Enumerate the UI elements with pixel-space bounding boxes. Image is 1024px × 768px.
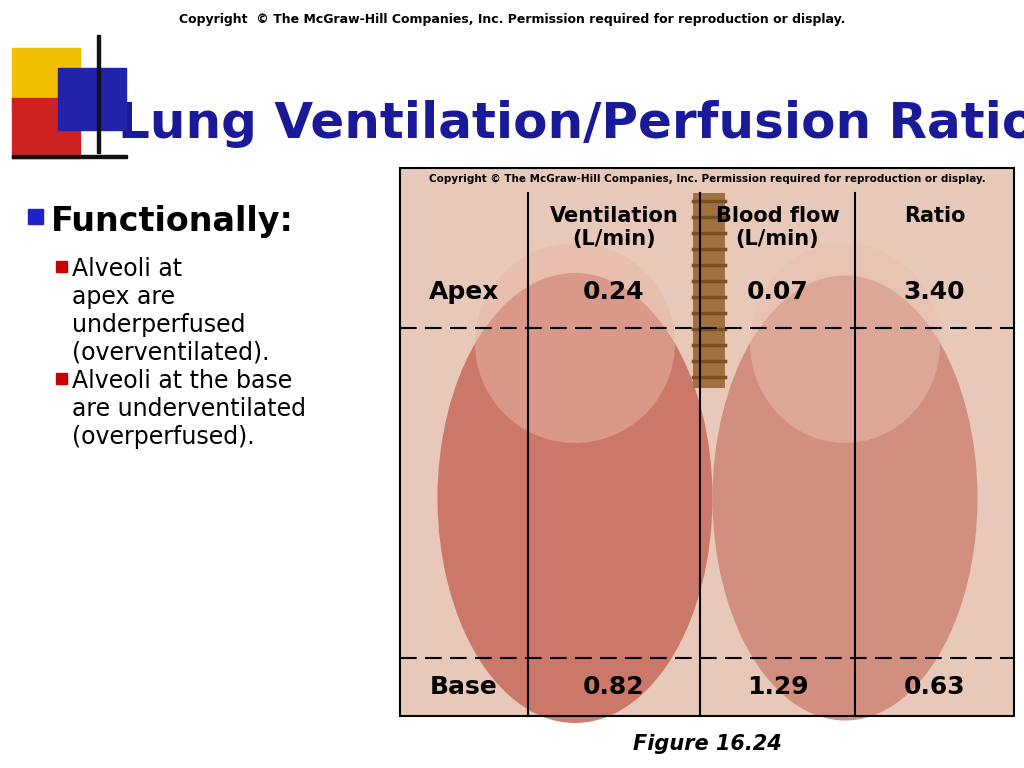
Text: Alveoli at
apex are
underperfused
(overventilated).: Alveoli at apex are underperfused (overv… [72,257,269,364]
Text: Blood flow
(L/min): Blood flow (L/min) [716,206,840,249]
Text: 0.82: 0.82 [584,675,645,699]
Text: Copyright © The McGraw-Hill Companies, Inc. Permission required for reproduction: Copyright © The McGraw-Hill Companies, I… [429,174,985,184]
Text: Apex: Apex [429,280,499,304]
Text: 0.07: 0.07 [746,280,808,304]
Bar [97,35,100,153]
Ellipse shape [750,243,940,443]
Text: Lung Ventilation/Perfusion Ratios: Lung Ventilation/Perfusion Ratios [118,100,1024,148]
Text: Base: Base [430,675,498,699]
Bar [28,209,43,224]
Text: 0.63: 0.63 [904,675,966,699]
Text: Figure 16.24: Figure 16.24 [633,734,781,754]
Ellipse shape [437,273,713,723]
Bar [12,155,127,158]
Ellipse shape [475,243,675,443]
Ellipse shape [713,276,978,720]
Bar [693,193,725,388]
Bar [12,48,80,110]
Bar [56,261,67,272]
Text: 3.40: 3.40 [904,280,966,304]
Bar [12,98,80,158]
Text: 1.29: 1.29 [746,675,808,699]
Text: Ratio: Ratio [904,206,966,226]
Bar [400,168,1014,716]
Text: 0.24: 0.24 [584,280,645,304]
Bar [58,68,126,130]
Text: Ventilation
(L/min): Ventilation (L/min) [550,206,678,249]
Bar [400,168,1014,716]
Text: Alveoli at the base
are underventilated
(overperfused).: Alveoli at the base are underventilated … [72,369,306,449]
Text: Copyright  © The McGraw-Hill Companies, Inc. Permission required for reproductio: Copyright © The McGraw-Hill Companies, I… [179,13,845,26]
Text: Functionally:: Functionally: [51,205,294,238]
Bar [56,373,67,384]
